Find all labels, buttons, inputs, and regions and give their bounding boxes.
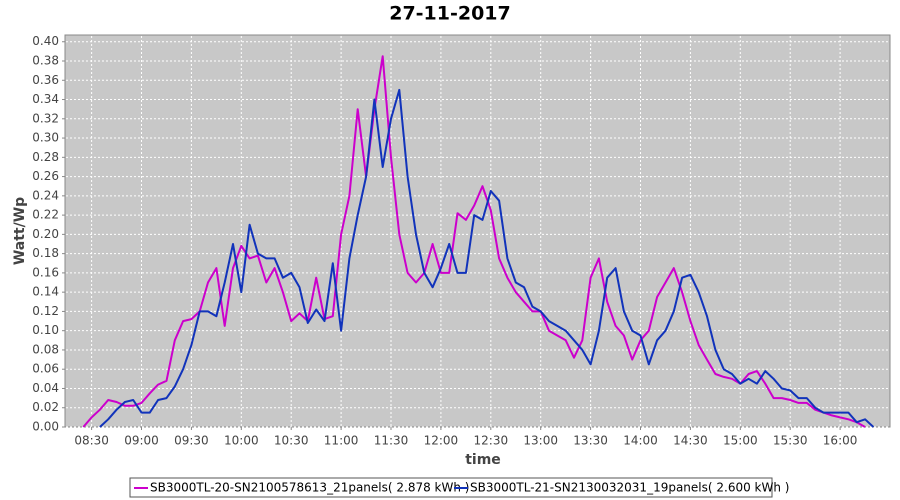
x-tick-label: 14:30 bbox=[673, 434, 708, 448]
x-tick-label: 09:30 bbox=[174, 434, 209, 448]
y-tick-label: 0.30 bbox=[32, 131, 59, 145]
x-tick-label: 15:30 bbox=[773, 434, 808, 448]
legend-label: SB3000TL-20-SN2100578613_21panels( 2.878… bbox=[150, 481, 469, 495]
x-tick-label: 10:00 bbox=[224, 434, 259, 448]
y-tick-label: 0.22 bbox=[32, 208, 59, 222]
y-tick-label: 0.28 bbox=[32, 150, 59, 164]
y-tick-label: 0.06 bbox=[32, 362, 59, 376]
x-tick-label: 12:00 bbox=[424, 434, 459, 448]
x-tick-label: 13:30 bbox=[573, 434, 608, 448]
line-series bbox=[99, 88, 875, 428]
x-tick-label: 11:30 bbox=[374, 434, 409, 448]
x-tick-label: 12:30 bbox=[474, 434, 509, 448]
y-tick-label: 0.32 bbox=[32, 111, 59, 125]
x-tick-label: 14:00 bbox=[623, 434, 658, 448]
x-tick-label: 08:30 bbox=[74, 434, 109, 448]
legend-label: SB3000TL-21-SN2130032031_19panels( 2.600… bbox=[470, 481, 789, 495]
y-tick-label: 0.36 bbox=[32, 73, 59, 87]
plot-area bbox=[64, 34, 891, 428]
y-tick-label: 0.08 bbox=[32, 342, 59, 356]
y-tick-label: 0.34 bbox=[32, 92, 59, 106]
y-tick-label: 0.14 bbox=[32, 285, 59, 299]
y-tick-label: 0.20 bbox=[32, 227, 59, 241]
x-tick-label: 13:00 bbox=[523, 434, 558, 448]
y-tick-label: 0.02 bbox=[32, 400, 59, 414]
y-tick-label: 0.00 bbox=[32, 420, 59, 434]
line-series bbox=[82, 55, 866, 428]
y-axis-label: Watt/Wp bbox=[12, 197, 28, 265]
y-tick-label: 0.40 bbox=[32, 34, 59, 48]
legend bbox=[129, 477, 773, 498]
x-tick-label: 16:00 bbox=[823, 434, 858, 448]
x-tick-label: 15:00 bbox=[723, 434, 758, 448]
x-tick-label: 11:00 bbox=[324, 434, 359, 448]
y-tick-label: 0.38 bbox=[32, 54, 59, 68]
y-tick-label: 0.24 bbox=[32, 188, 59, 202]
chart-title: 27-11-2017 bbox=[389, 3, 511, 25]
y-tick-label: 0.18 bbox=[32, 246, 59, 260]
y-tick-label: 0.16 bbox=[32, 265, 59, 279]
y-tick-label: 0.10 bbox=[32, 323, 59, 337]
x-tick-label: 09:00 bbox=[124, 434, 159, 448]
x-tick-label: 10:30 bbox=[274, 434, 309, 448]
x-axis-label: time bbox=[465, 452, 501, 468]
y-tick-label: 0.04 bbox=[32, 381, 59, 395]
y-tick-label: 0.12 bbox=[32, 304, 59, 318]
y-tick-label: 0.26 bbox=[32, 169, 59, 183]
